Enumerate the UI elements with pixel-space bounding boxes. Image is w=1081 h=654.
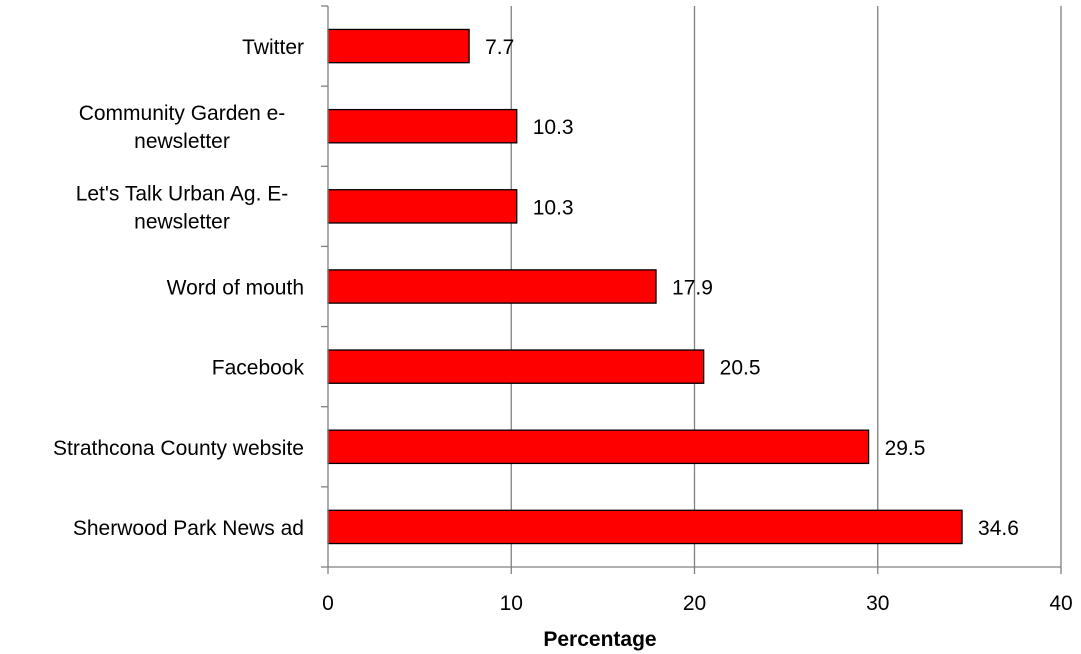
bar-3 — [327, 269, 657, 304]
category-label-line: Word of mouth — [167, 277, 304, 300]
x-tick-label-20: 20 — [683, 592, 706, 615]
category-label-line: Strathcona County website — [53, 437, 304, 460]
category-label-2: Let's Talk Urban Ag. E-newsletter — [76, 182, 289, 233]
category-label-line: Facebook — [212, 357, 305, 380]
category-label-1: Community Garden e-newsletter — [79, 102, 286, 153]
category-label-6: Sherwood Park News ad — [73, 517, 304, 540]
x-tick-label-40: 40 — [1049, 592, 1072, 615]
bar-0 — [327, 28, 470, 64]
x-axis-title: Percentage — [543, 628, 656, 651]
category-label-0: Twitter — [242, 36, 304, 59]
category-label-line: Twitter — [242, 36, 304, 59]
category-label-line: newsletter — [134, 130, 230, 153]
data-label-2: 10.3 — [533, 196, 574, 219]
data-label-5: 29.5 — [885, 437, 926, 460]
data-label-6: 34.6 — [978, 517, 1019, 540]
data-label-3: 17.9 — [672, 277, 713, 300]
x-tick-label-0: 0 — [322, 592, 334, 615]
data-labels: 7.7 10.3 10.3 17.9 20.5 29.5 34.6 — [485, 36, 1019, 540]
data-label-1: 10.3 — [533, 116, 574, 139]
bar-2 — [327, 189, 518, 224]
category-label-line: Let's Talk Urban Ag. E- — [76, 182, 289, 205]
x-tick-label-10: 10 — [500, 592, 523, 615]
data-label-0: 7.7 — [485, 36, 514, 59]
tick-labels: 0 10 20 30 40 — [322, 592, 1073, 615]
category-label-line: Community Garden e- — [79, 102, 286, 125]
category-label-3: Word of mouth — [167, 277, 304, 300]
bar-5 — [327, 429, 870, 465]
x-tick-label-30: 30 — [866, 592, 889, 615]
category-label-line: Sherwood Park News ad — [73, 517, 304, 540]
bar-1 — [327, 108, 518, 144]
bar-4 — [327, 349, 705, 384]
axes — [321, 5, 1062, 574]
category-label-line: newsletter — [134, 210, 230, 233]
data-label-4: 20.5 — [720, 357, 761, 380]
category-label-4: Facebook — [212, 357, 305, 380]
bars — [327, 28, 963, 545]
bar-6 — [327, 509, 963, 545]
category-label-5: Strathcona County website — [53, 437, 304, 460]
